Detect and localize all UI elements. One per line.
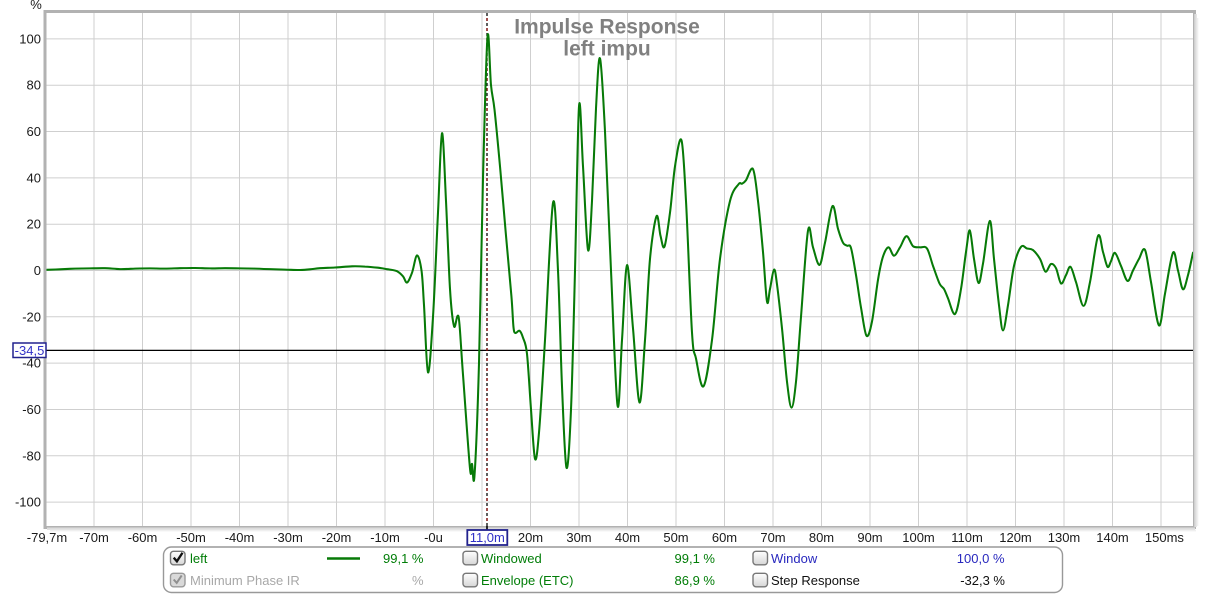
svg-text:Windowed: Windowed xyxy=(481,551,542,566)
svg-text:60m: 60m xyxy=(712,530,737,545)
svg-text:40m: 40m xyxy=(615,530,640,545)
svg-text:120m: 120m xyxy=(999,530,1032,545)
svg-text:-100: -100 xyxy=(15,495,41,510)
svg-text:-30m: -30m xyxy=(273,530,303,545)
svg-text:140m: 140m xyxy=(1096,530,1129,545)
svg-text:-0u: -0u xyxy=(424,530,443,545)
svg-text:90m: 90m xyxy=(857,530,882,545)
svg-text:80m: 80m xyxy=(809,530,834,545)
svg-text:100: 100 xyxy=(19,31,41,46)
svg-text:30m: 30m xyxy=(566,530,591,545)
svg-text:100m: 100m xyxy=(902,530,935,545)
svg-text:130m: 130m xyxy=(1048,530,1081,545)
svg-text:Step Response: Step Response xyxy=(771,573,860,588)
svg-text:99,1 %: 99,1 % xyxy=(675,551,716,566)
svg-text:20: 20 xyxy=(27,217,41,232)
svg-text:left impu: left impu xyxy=(563,38,651,61)
svg-text:20m: 20m xyxy=(518,530,543,545)
svg-text:-10m: -10m xyxy=(370,530,400,545)
svg-text:-60: -60 xyxy=(22,402,41,417)
svg-text:99,1 %: 99,1 % xyxy=(383,551,424,566)
svg-text:50m: 50m xyxy=(663,530,688,545)
svg-text:100,0 %: 100,0 % xyxy=(957,551,1005,566)
svg-text:Minimum Phase IR: Minimum Phase IR xyxy=(190,573,300,588)
svg-text:-20: -20 xyxy=(22,309,41,324)
svg-text:%: % xyxy=(30,0,42,12)
svg-text:-40m: -40m xyxy=(225,530,255,545)
svg-text:%: % xyxy=(412,573,424,588)
svg-text:0: 0 xyxy=(34,263,41,278)
svg-text:-40: -40 xyxy=(22,356,41,371)
svg-text:Impulse Response: Impulse Response xyxy=(514,16,700,39)
svg-text:-60m: -60m xyxy=(128,530,158,545)
svg-text:86,9 %: 86,9 % xyxy=(675,573,716,588)
svg-text:150ms: 150ms xyxy=(1145,530,1185,545)
svg-text:Window: Window xyxy=(771,551,818,566)
svg-text:11,0m: 11,0m xyxy=(470,530,505,545)
svg-text:-70m: -70m xyxy=(79,530,109,545)
svg-text:60: 60 xyxy=(27,124,41,139)
svg-text:-79,7m: -79,7m xyxy=(27,530,67,545)
svg-text:-20m: -20m xyxy=(322,530,352,545)
svg-text:-80: -80 xyxy=(22,448,41,463)
svg-text:70m: 70m xyxy=(760,530,785,545)
svg-text:left: left xyxy=(190,551,208,566)
svg-text:80: 80 xyxy=(27,78,41,93)
svg-text:Envelope (ETC): Envelope (ETC) xyxy=(481,573,573,588)
svg-text:-32,3 %: -32,3 % xyxy=(960,573,1005,588)
svg-text:-34,5: -34,5 xyxy=(15,343,45,358)
svg-text:110m: 110m xyxy=(951,530,983,545)
svg-text:-50m: -50m xyxy=(176,530,206,545)
svg-text:40: 40 xyxy=(27,170,41,185)
